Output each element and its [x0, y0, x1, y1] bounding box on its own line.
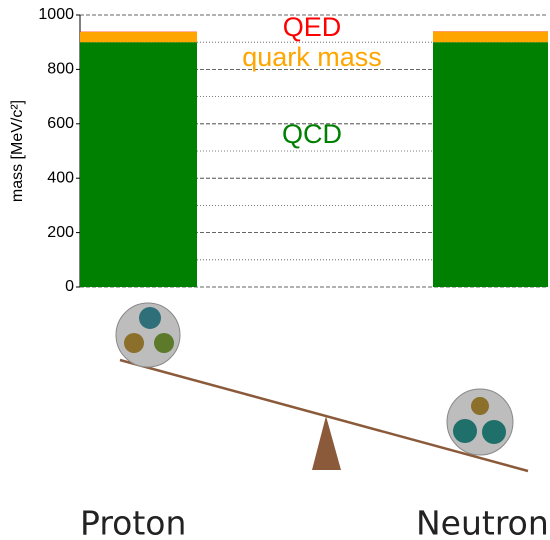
bar-segment [80, 32, 197, 42]
y-tick-label: 1000 [38, 6, 74, 23]
y-tick-label: 200 [47, 224, 74, 241]
category-label: Proton [80, 504, 186, 540]
fulcrum [312, 416, 341, 470]
chart: mass [MeV/c²] 0 200 400 600 800 1000 Proton Neu… [0, 0, 550, 540]
illustration [116, 303, 528, 471]
proton-icon [116, 303, 180, 367]
y-tick-label: 400 [47, 169, 74, 186]
series-label: quark mass [242, 42, 382, 72]
bar-segment [80, 42, 197, 287]
bar-segment [433, 42, 548, 287]
neutron-icon [447, 389, 513, 455]
series-label: QED [283, 12, 342, 42]
y-axis-label: mass [MeV/c²] [9, 100, 26, 202]
series-label: QCD [282, 119, 342, 149]
category-label: Neutron [416, 504, 549, 540]
y-tick-label: 600 [47, 115, 74, 132]
y-tick-label: 0 [65, 278, 74, 295]
y-tick-label: 800 [47, 61, 74, 78]
bar-segment [433, 32, 548, 43]
